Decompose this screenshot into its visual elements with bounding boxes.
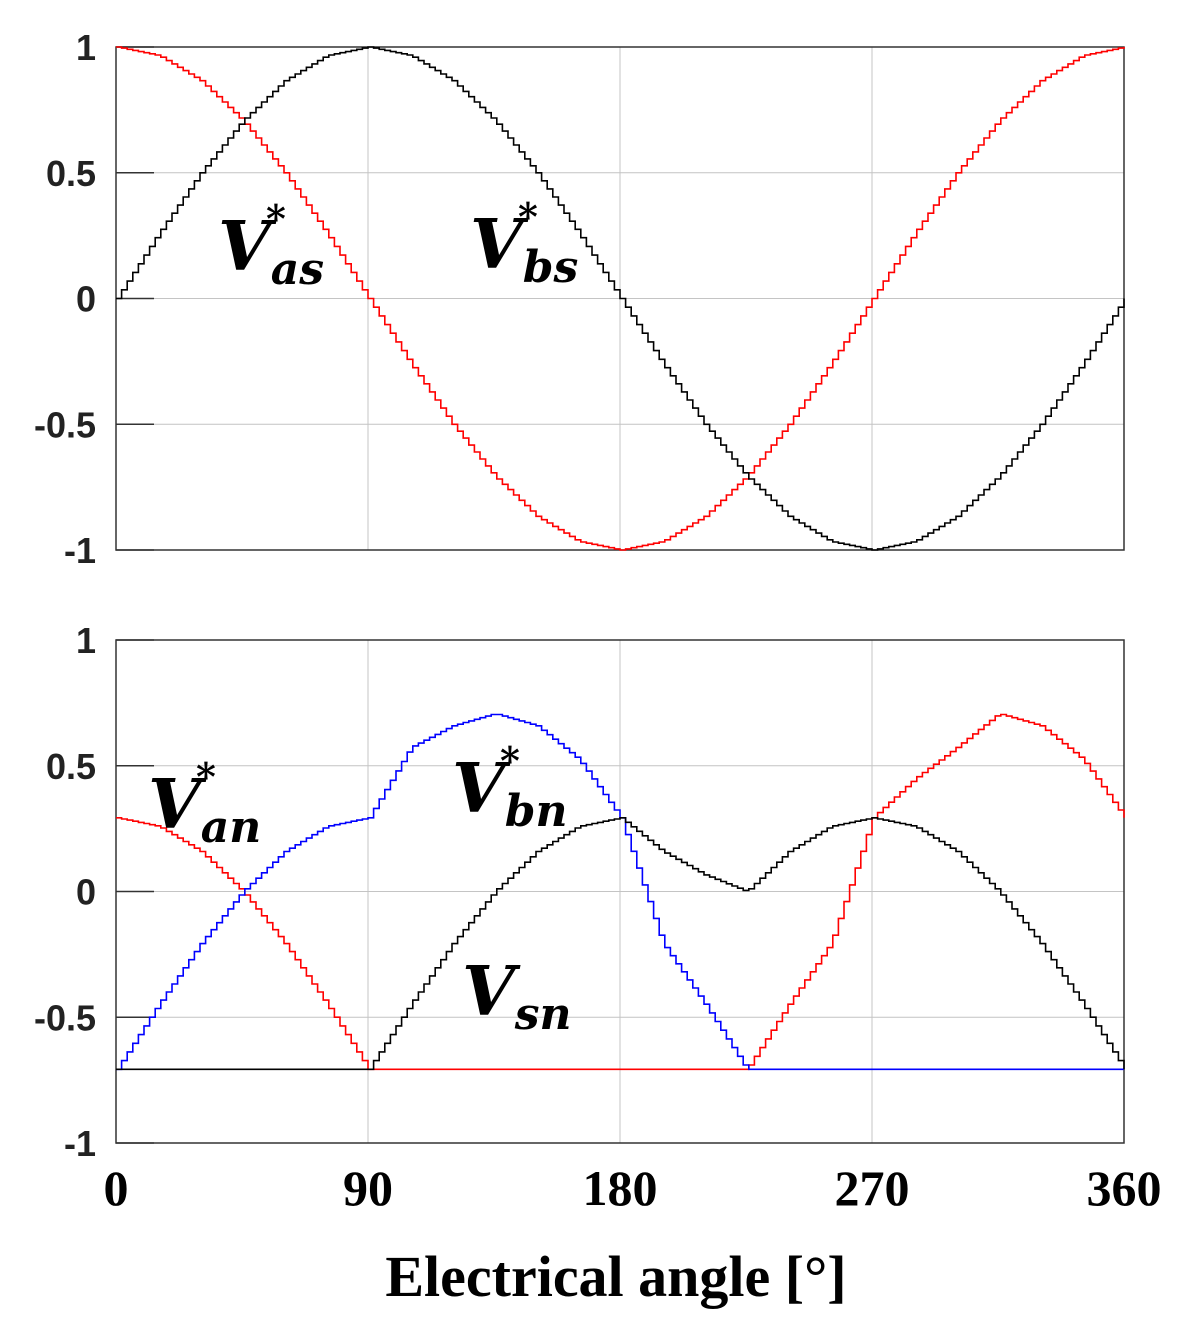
series-line-0	[116, 713, 1125, 1071]
x-tick-label: 90	[343, 1160, 393, 1216]
series-line-0	[116, 46, 1125, 551]
y-tick-label: -1	[64, 530, 96, 571]
x-axis-label: Electrical angle [°]	[385, 1244, 846, 1309]
x-tick-label: 270	[835, 1160, 910, 1216]
series-annotation: Vas	[218, 207, 324, 295]
y-tick-label: 1	[76, 27, 96, 68]
series-line-1	[116, 713, 1124, 1071]
series-line-2	[116, 817, 1125, 1071]
x-tick-label: 180	[583, 1160, 658, 1216]
y-tick-label: 0.5	[46, 746, 96, 787]
series-annotation: Vbs	[470, 205, 578, 293]
y-tick-label: -1	[64, 1123, 96, 1164]
y-tick-label: -0.5	[34, 404, 96, 445]
series-annotation: Vsn	[462, 952, 572, 1040]
annotation-superscript: *	[196, 754, 216, 799]
annotation-superscript: *	[500, 738, 520, 783]
annotation-superscript: *	[266, 196, 286, 241]
y-tick-label: 0.5	[46, 153, 96, 194]
annotation-superscript: *	[518, 194, 538, 239]
y-tick-label: 0	[76, 872, 96, 913]
y-tick-label: 1	[76, 620, 96, 661]
series-annotation: Vbn	[452, 749, 568, 837]
y-tick-label: 0	[76, 279, 96, 320]
x-tick-label: 360	[1087, 1160, 1162, 1216]
y-tick-label: -0.5	[34, 997, 96, 1038]
series-annotation: Van	[148, 765, 261, 853]
series-line-1	[116, 46, 1125, 551]
x-tick-label: 0	[104, 1160, 129, 1216]
